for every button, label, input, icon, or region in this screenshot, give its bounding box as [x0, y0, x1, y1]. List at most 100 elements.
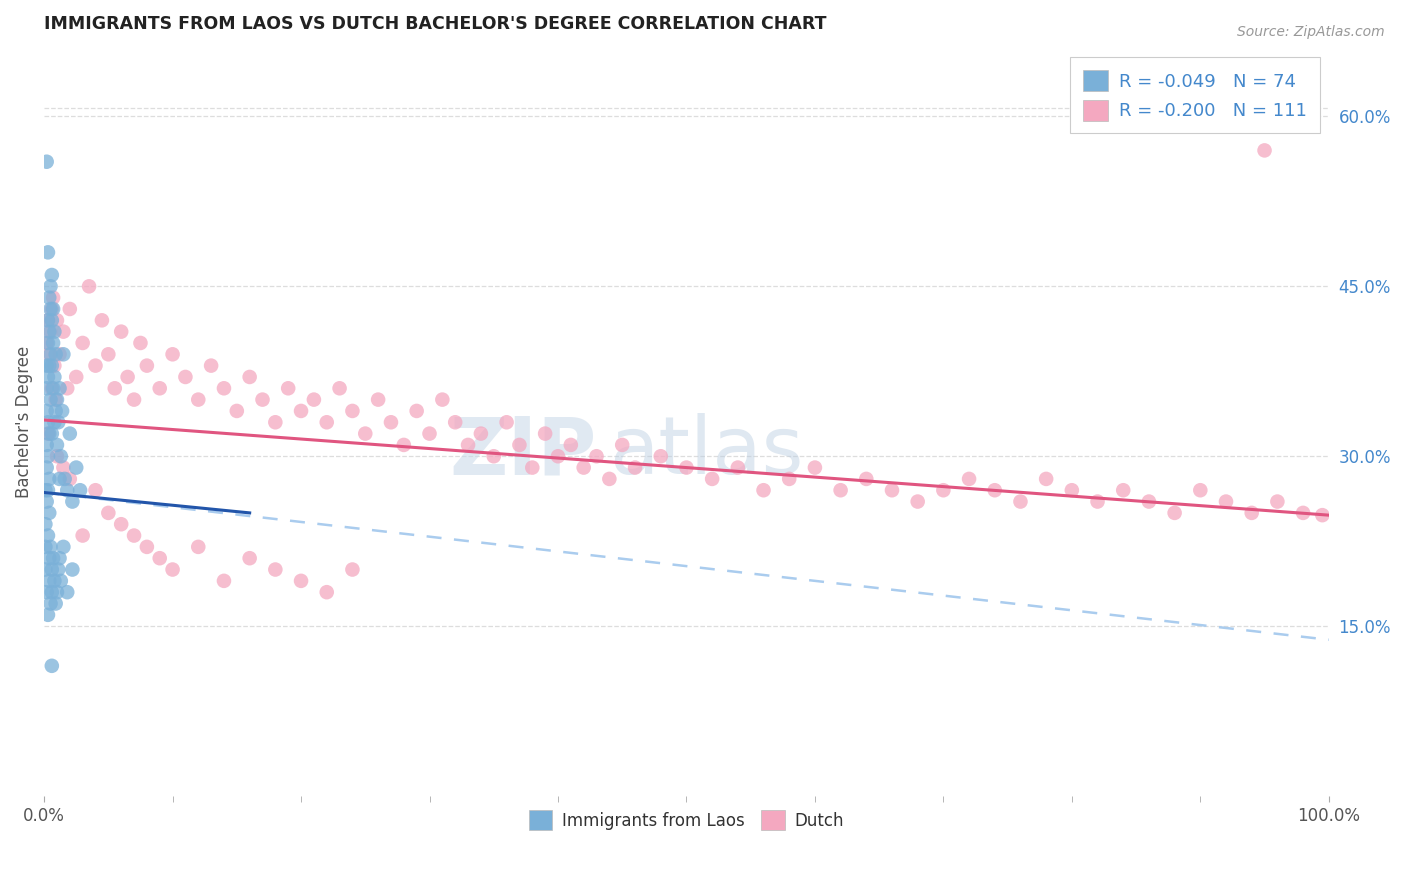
- Point: [129, 335, 152, 350]
- Point: [97, 347, 120, 361]
- Point: [1253, 144, 1275, 158]
- Point: [752, 483, 775, 498]
- Point: [46, 449, 69, 463]
- Point: [1267, 494, 1289, 508]
- Point: [560, 438, 582, 452]
- Point: [45, 597, 67, 611]
- Point: [37, 335, 59, 350]
- Point: [624, 460, 647, 475]
- Point: [1137, 494, 1160, 508]
- Text: Source: ZipAtlas.com: Source: ZipAtlas.com: [1237, 25, 1385, 39]
- Point: [34, 483, 56, 498]
- Point: [650, 449, 672, 463]
- Point: [34, 540, 56, 554]
- Point: [77, 279, 100, 293]
- Point: [117, 370, 139, 384]
- Point: [290, 404, 312, 418]
- Point: [44, 370, 66, 384]
- Point: [470, 426, 492, 441]
- Point: [46, 415, 69, 429]
- Point: [104, 381, 127, 395]
- Point: [38, 426, 60, 441]
- Point: [60, 562, 83, 576]
- Point: [264, 562, 287, 576]
- Point: [135, 540, 157, 554]
- Point: [65, 370, 87, 384]
- Point: [56, 381, 79, 395]
- Point: [37, 607, 59, 622]
- Point: [46, 438, 69, 452]
- Point: [392, 438, 415, 452]
- Point: [35, 460, 58, 475]
- Point: [48, 551, 70, 566]
- Point: [38, 551, 60, 566]
- Point: [534, 426, 557, 441]
- Point: [200, 359, 222, 373]
- Point: [804, 460, 827, 475]
- Point: [547, 449, 569, 463]
- Point: [51, 404, 73, 418]
- Point: [37, 415, 59, 429]
- Point: [38, 359, 60, 373]
- Text: IMMIGRANTS FROM LAOS VS DUTCH BACHELOR'S DEGREE CORRELATION CHART: IMMIGRANTS FROM LAOS VS DUTCH BACHELOR'S…: [44, 15, 827, 33]
- Point: [1163, 506, 1185, 520]
- Point: [69, 483, 91, 498]
- Point: [60, 494, 83, 508]
- Point: [354, 426, 377, 441]
- Point: [149, 551, 172, 566]
- Point: [585, 449, 607, 463]
- Point: [37, 528, 59, 542]
- Point: [1312, 508, 1334, 523]
- Point: [1087, 494, 1109, 508]
- Point: [39, 540, 62, 554]
- Point: [35, 359, 58, 373]
- Point: [508, 438, 530, 452]
- Point: [35, 381, 58, 395]
- Legend: Immigrants from Laos, Dutch: Immigrants from Laos, Dutch: [522, 804, 851, 837]
- Point: [700, 472, 723, 486]
- Point: [239, 551, 262, 566]
- Point: [342, 404, 364, 418]
- Point: [46, 562, 69, 576]
- Point: [42, 335, 65, 350]
- Point: [35, 154, 58, 169]
- Point: [39, 325, 62, 339]
- Point: [315, 585, 337, 599]
- Point: [42, 551, 65, 566]
- Point: [264, 415, 287, 429]
- Point: [97, 506, 120, 520]
- Point: [72, 528, 94, 542]
- Point: [122, 528, 145, 542]
- Point: [59, 472, 82, 486]
- Point: [302, 392, 325, 407]
- Point: [39, 597, 62, 611]
- Point: [59, 426, 82, 441]
- Point: [1060, 483, 1083, 498]
- Point: [49, 449, 72, 463]
- Point: [457, 438, 479, 452]
- Point: [52, 325, 75, 339]
- Point: [42, 301, 65, 316]
- Point: [39, 392, 62, 407]
- Point: [44, 415, 66, 429]
- Point: [42, 291, 65, 305]
- Point: [37, 245, 59, 260]
- Point: [135, 359, 157, 373]
- Point: [45, 347, 67, 361]
- Point: [38, 574, 60, 588]
- Point: [612, 438, 634, 452]
- Point: [110, 325, 132, 339]
- Point: [329, 381, 352, 395]
- Point: [418, 426, 440, 441]
- Point: [35, 404, 58, 418]
- Point: [38, 291, 60, 305]
- Point: [84, 483, 107, 498]
- Point: [41, 658, 63, 673]
- Point: [38, 472, 60, 486]
- Point: [907, 494, 929, 508]
- Point: [290, 574, 312, 588]
- Point: [44, 359, 66, 373]
- Point: [932, 483, 955, 498]
- Point: [34, 562, 56, 576]
- Point: [39, 301, 62, 316]
